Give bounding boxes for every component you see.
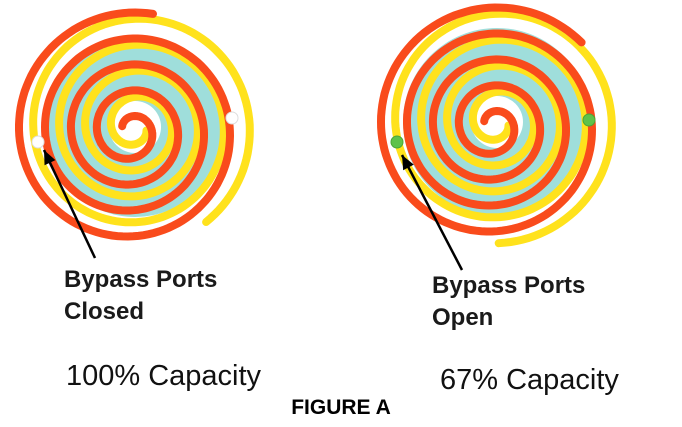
right-ports-label-line2: Open [432,304,494,331]
figure-caption: FIGURE A [291,396,391,419]
left-ports-label: Bypass Ports Closed [64,264,217,328]
left-capacity-label: 100% Capacity [66,360,262,392]
bypass-port [225,111,239,125]
arrow-head [402,155,414,171]
bypass-port [31,135,45,149]
bypass-port [390,135,404,149]
fixed-scroll [15,8,235,241]
right-ports-label-line1: Bypass Ports [432,272,586,299]
left-scroll-diagram [15,8,254,259]
pointer-arrow [400,154,464,271]
pointer-arrow [42,149,97,259]
right-scroll-diagram [376,3,616,271]
bypass-port [582,113,596,127]
fixed-scroll [376,3,597,236]
right-ports-label: Bypass Ports Open [432,270,585,334]
left-ports-label-line2: Closed [64,298,145,325]
arrow-head [44,150,56,166]
orbiting-scroll [29,14,254,227]
left-ports-label-line1: Bypass Ports [64,266,218,293]
right-capacity-label: 67% Capacity [440,364,619,396]
orbiting-scroll [391,9,616,248]
